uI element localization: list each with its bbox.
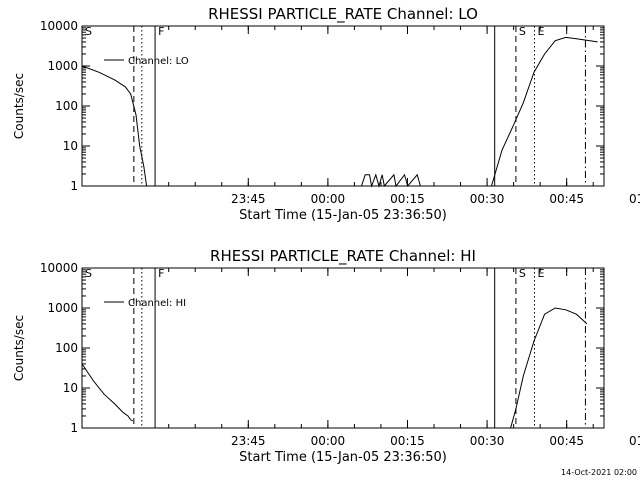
panel-2-event-marker-e: E — [537, 267, 544, 280]
panel-2-legend-entry: Channel: HI — [128, 298, 186, 309]
panel-2-title: RHESSI PARTICLE_RATE Channel: HI — [210, 247, 476, 266]
panel-1-y-tick-label: 1 — [70, 179, 78, 193]
panel-2-x-tick-label: 01:00 — [629, 434, 640, 448]
panel-2-x-tick-label: 00:00 — [311, 434, 346, 448]
panel-1-title: RHESSI PARTICLE_RATE Channel: LO — [208, 5, 478, 24]
panel-1-x-tick-label: 01:00 — [629, 192, 640, 206]
panel-1-y-tick-label: 100 — [55, 99, 78, 113]
panel-2-y-tick-label: 10 — [63, 381, 78, 395]
panel-2-event-marker-f: F — [158, 267, 164, 280]
panel-1-legend-entry: Channel: LO — [128, 56, 189, 67]
panel-1-series-line-segment-3 — [491, 36, 598, 187]
panel-2-y-tick-label: 100 — [55, 341, 78, 355]
panel-1-event-marker-f: F — [158, 25, 164, 38]
panel-2-y-tick-label: 10000 — [40, 261, 78, 275]
footer-timestamp: 14-Oct-2021 02:00 — [561, 468, 637, 477]
panel-1-x-tick-label: 00:45 — [549, 192, 584, 206]
panel-2-y-tick-label: 1 — [70, 421, 78, 435]
panel-1-event-marker-e: E — [537, 25, 544, 38]
panel-2-plot-frame — [81, 267, 605, 429]
panel-2-y-axis-label: Counts/sec — [12, 315, 26, 381]
panel-1-y-tick-label: 10 — [63, 139, 78, 153]
panel-1-event-marker-s: S — [519, 25, 526, 38]
panel-1-plot-frame — [81, 25, 605, 187]
panel-1-x-tick-label: 23:45 — [231, 192, 266, 206]
panel-1-x-tick-label: 00:15 — [390, 192, 425, 206]
panel-1-x-axis-label: Start Time (15-Jan-05 23:36:50) — [239, 208, 447, 223]
panel-2-x-tick-label: 23:45 — [231, 434, 266, 448]
panel-1-y-tick-label: 1000 — [47, 59, 78, 73]
panel-2-y-tick-label: 1000 — [47, 301, 78, 315]
panel-2-series-line-segment-2 — [510, 307, 588, 429]
panel-1-series-line-segment-2 — [361, 173, 421, 188]
panel-2-x-tick-label: 00:45 — [549, 434, 584, 448]
panel-2-x-tick-label: 00:15 — [390, 434, 425, 448]
panel-1-y-tick-label: 10000 — [40, 19, 78, 33]
panel-2-event-marker-s: S — [519, 267, 526, 280]
panel-1-y-axis-label: Counts/sec — [12, 73, 26, 139]
panel-1-x-tick-label: 00:00 — [311, 192, 346, 206]
panel-2-series-line-segment-1 — [81, 363, 134, 422]
panel-2-x-axis-label: Start Time (15-Jan-05 23:36:50) — [239, 450, 447, 465]
panel-1-event-marker-s: S — [85, 25, 92, 38]
panel-2-x-tick-label: 00:30 — [470, 434, 505, 448]
panel-2-event-marker-s: S — [85, 267, 92, 280]
panel-1-series-line-segment-1 — [81, 65, 148, 187]
panel-1-x-tick-label: 00:30 — [470, 192, 505, 206]
